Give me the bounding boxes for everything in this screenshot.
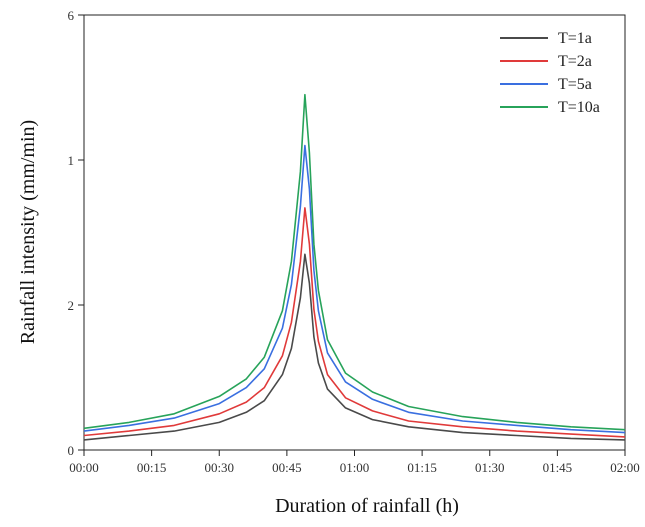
legend-label: T=2a (558, 53, 592, 70)
y-tick-label: 0 (68, 443, 75, 458)
x-tick-label: 01:00 (340, 460, 370, 475)
series-line-t-5a (83, 144, 626, 434)
legend-label: T=5a (558, 76, 592, 93)
x-tick-label: 02:00 (610, 460, 640, 475)
y-tick-label: 1 (68, 153, 75, 168)
x-tick-label: 00:00 (69, 460, 99, 475)
series-line-t-10a (83, 93, 626, 431)
x-tick-label: 00:45 (272, 460, 302, 475)
x-tick-label: 01:15 (407, 460, 437, 475)
x-tick-label: 00:15 (137, 460, 167, 475)
series-line-t-1a (83, 253, 626, 441)
y-axis-title: Rainfall intensity (mm/min) (17, 120, 39, 344)
y-tick-label: 2 (68, 298, 75, 313)
x-tick-label: 01:30 (475, 460, 505, 475)
legend-label: T=1a (558, 30, 592, 47)
y-tick-label: 6 (68, 8, 75, 23)
plot-frame (83, 14, 626, 451)
x-tick-label: 01:45 (543, 460, 573, 475)
legend-label: T=10a (558, 99, 600, 116)
series-line-t-2a (83, 207, 626, 438)
x-tick-label: 00:30 (204, 460, 234, 475)
x-axis-title: Duration of rainfall (h) (275, 495, 459, 517)
